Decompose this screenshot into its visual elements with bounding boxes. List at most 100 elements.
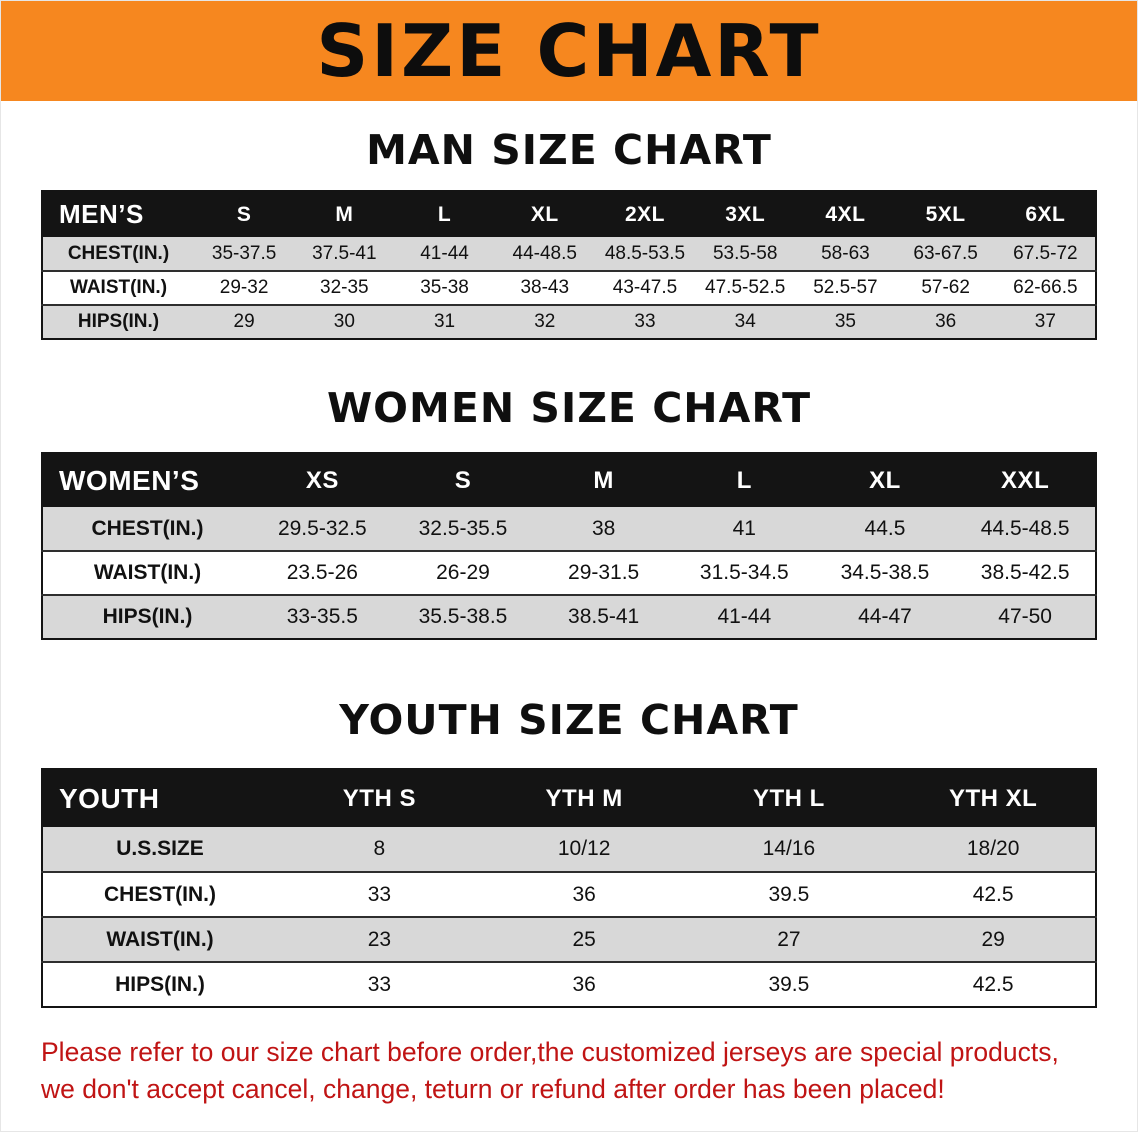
size-value-cell: 39.5 [768,972,810,996]
size-value-cell: 41-44 [420,242,469,264]
disclaimer-line-1: Please refer to our size chart before or… [41,1037,1059,1067]
measurement-row: WAIST(IN.) 29-32 32-35 35-38 38-43 43-47.5 47.… [42,271,1096,305]
size-value-cell: 47-50 [998,605,1052,628]
size-value-cell: 36 [572,882,596,906]
women-size-chart-section: WOMEN SIZE CHART WOMEN’S XS S M L XL XXL CHEST(… [41,384,1097,640]
size-value-cell: 37.5-41 [312,242,377,264]
size-column-header: M [335,202,354,226]
size-value-cell: 42.5 [972,882,1014,906]
size-value-cell: 35 [834,311,856,332]
size-value-cell: 29.5-32.5 [277,516,367,540]
disclaimer: Please refer to our size chart before or… [1,1034,1137,1108]
size-value-cell: 57-62 [921,277,970,298]
size-column-header: L [736,466,752,494]
size-header-row: MEN’S S M L XL 2XL 3XL 4XL 5XL 6XL [42,191,1096,237]
size-value-cell: 32 [534,311,556,332]
size-value-cell: 44.5 [864,516,906,540]
size-value-cell: 31.5-34.5 [699,561,789,584]
size-value-cell: 23 [367,927,392,951]
page-title: SIZE CHART [316,9,822,93]
size-value-cell: 30 [333,311,355,332]
youth-size-chart-title: YOUTH SIZE CHART [339,696,799,744]
size-value-cell: 14/16 [762,837,816,860]
measurement-label: CHEST(IN.) [67,242,170,264]
size-column-header: YTH L [752,784,825,812]
measurement-label: HIPS(IN.) [77,311,160,332]
size-value-cell: 33 [634,311,656,332]
size-column-header: 4XL [825,202,866,226]
measurement-row: HIPS(IN.) 33-35.5 35.5-38.5 38.5-41 41-44 44-… [42,595,1096,639]
measurement-row: CHEST(IN.) 29.5-32.5 32.5-35.5 38 41 44.5 44.5… [42,507,1096,551]
size-value-cell: 52.5-57 [813,277,878,298]
size-value-cell: 39.5 [768,882,810,906]
size-value-cell: 29-32 [219,277,269,298]
size-value-cell: 33-35.5 [286,605,358,628]
size-value-cell: 8 [373,837,386,860]
measurement-label: HIPS(IN.) [115,972,205,996]
measurement-row: CHEST(IN.) 33 36 39.5 42.5 [42,872,1096,917]
size-value-cell: 43-47.5 [612,277,678,298]
banner: SIZE CHART [1,1,1137,101]
size-value-cell: 48.5-53.5 [604,242,686,264]
size-value-cell: 29 [981,927,1005,951]
size-column-header: 6XL [1025,202,1066,226]
size-column-header: XL [530,202,559,226]
size-value-cell: 41-44 [717,605,772,628]
size-value-cell: 41 [732,516,756,540]
table-corner-label: MEN’S [59,199,144,229]
man-size-table: MEN’S S M L XL 2XL 3XL 4XL 5XL 6XL CHEST(IN.) 35-37… [41,190,1097,340]
size-value-cell: 29 [233,311,255,332]
size-column-header: 2XL [624,202,665,226]
size-column-header: L [437,202,452,226]
size-value-cell: 36 [935,311,957,332]
size-value-cell: 23.5-26 [286,561,358,584]
size-column-header: XS [305,466,339,494]
size-header-row: WOMEN’S XS S M L XL XXL [42,453,1096,507]
size-value-cell: 31 [433,311,456,332]
table-corner-label: YOUTH [59,782,160,814]
size-value-cell: 36 [572,972,596,996]
measurement-label: CHEST(IN.) [91,516,204,540]
man-size-chart-section: MAN SIZE CHART MEN’S S M L XL 2XL 3XL 4XL 5XL 6XL… [41,126,1097,340]
size-value-cell: 32-35 [320,277,369,298]
size-header-row: YOUTH YTH S YTH M YTH L YTH XL [42,769,1096,827]
size-column-header: M [593,466,614,494]
size-value-cell: 18/20 [966,837,1020,860]
size-value-cell: 33 [367,882,392,906]
table-corner-label: WOMEN’S [59,464,200,496]
size-value-cell: 42.5 [972,972,1014,996]
man-size-chart-title: MAN SIZE CHART [366,126,772,174]
size-column-header: 3XL [725,202,766,226]
size-value-cell: 47.5-52.5 [705,277,786,298]
size-column-header: S [236,202,252,226]
charts-content: MAN SIZE CHART MEN’S S M L XL 2XL 3XL 4XL 5XL 6XL… [1,126,1137,1008]
size-value-cell: 33 [367,972,392,996]
women-size-table: WOMEN’S XS S M L XL XXL CHEST(IN.) 29.5-32.5 32.5… [41,452,1097,640]
size-value-cell: 44.5-48.5 [980,516,1070,540]
size-value-cell: 32.5-35.5 [418,516,508,540]
size-column-header: YTH XL [948,784,1038,812]
size-value-cell: 37 [1034,311,1056,332]
size-value-cell: 38.5-42.5 [980,561,1070,584]
measurement-row: WAIST(IN.) 23 25 27 29 [42,917,1096,962]
size-value-cell: 35-38 [420,277,469,298]
size-column-header: YTH M [545,784,623,812]
size-value-cell: 38 [591,516,616,540]
size-value-cell: 35.5-38.5 [418,605,508,628]
size-value-cell: 58-63 [821,242,870,264]
size-value-cell: 27 [777,927,801,951]
measurement-row: WAIST(IN.) 23.5-26 26-29 29-31.5 31.5-34.5 34… [42,551,1096,595]
measurement-row: HIPS(IN.) 29 30 31 32 33 34 35 36 37 [42,305,1096,339]
youth-size-table: YOUTH YTH S YTH M YTH L YTH XL U.S.SIZE 8 10/12… [41,768,1097,1008]
measurement-row: CHEST(IN.) 35-37.5 37.5-41 41-44 44-48.5 48.5… [42,237,1096,271]
women-size-chart-title: WOMEN SIZE CHART [326,384,812,432]
measurement-row: U.S.SIZE 8 10/12 14/16 18/20 [42,827,1096,872]
measurement-label: WAIST(IN.) [93,561,202,584]
size-value-cell: 26-29 [436,561,490,584]
size-value-cell: 53.5-58 [712,242,778,264]
size-column-header: YTH S [342,784,416,812]
size-column-header: 5XL [925,202,966,226]
measurement-label: CHEST(IN.) [104,882,216,906]
size-value-cell: 10/12 [557,837,611,860]
